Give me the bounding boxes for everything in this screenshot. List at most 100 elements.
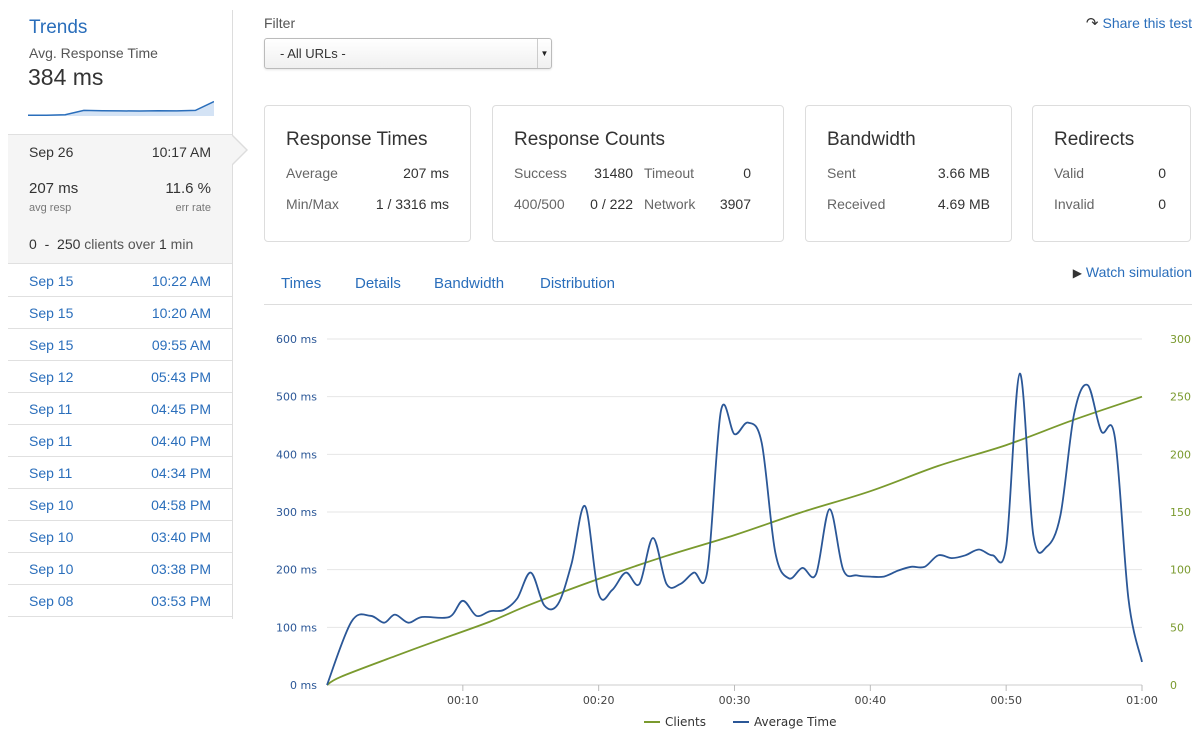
test-run-time: 05:43 PM — [151, 369, 211, 385]
y-right-tick-label: 0 — [1170, 679, 1177, 692]
test-run-item[interactable]: Sep 15 10:20 AM — [8, 297, 232, 329]
test-run-time: 03:40 PM — [151, 529, 211, 545]
y-right-tick-label: 150 — [1170, 506, 1191, 519]
share-test-link[interactable]: ↷ Share this test — [1086, 14, 1192, 32]
legend-label: Clients — [665, 715, 706, 729]
active-run-err-rate: 11.6 % — [165, 180, 211, 197]
clients-duration: 1 — [158, 236, 167, 252]
active-run-avg-resp-label: avg resp — [29, 202, 72, 214]
tab-details[interactable]: Details — [355, 275, 401, 292]
share-icon: ↷ — [1085, 15, 1099, 32]
sparkline-area — [28, 101, 214, 116]
y-right-tick-label: 50 — [1170, 621, 1184, 634]
sparkline-line — [28, 100, 214, 116]
test-run-time: 04:58 PM — [151, 497, 211, 513]
test-run-list: Sep 15 10:22 AM Sep 15 10:20 AM Sep 15 09:55 … — [8, 265, 232, 617]
active-test-run[interactable]: Sep 26 10:17 AM 207 ms avg resp 11.6 % e… — [8, 134, 232, 264]
tab-distribution[interactable]: Distribution — [540, 275, 616, 292]
test-run-date: Sep 08 — [29, 593, 74, 609]
test-run-item[interactable]: Sep 11 04:34 PM — [8, 457, 232, 489]
test-run-date: Sep 10 — [29, 561, 74, 577]
response-sparkline — [28, 100, 214, 116]
y-left-tick-label: 200 ms — [276, 564, 317, 577]
tab-times[interactable]: Times — [281, 275, 322, 292]
test-run-time: 04:40 PM — [151, 433, 211, 449]
test-run-item[interactable]: Sep 10 03:38 PM — [8, 553, 232, 585]
clients-text: clients over — [84, 236, 156, 252]
y-right-tick-label: 300 — [1170, 333, 1191, 346]
test-run-item[interactable]: Sep 12 05:43 PM — [8, 361, 232, 393]
y-left-tick-label: 400 ms — [276, 448, 317, 461]
test-run-item[interactable]: Sep 15 10:22 AM — [8, 265, 232, 297]
average-label: Average — [286, 165, 338, 181]
response-times-title: Response Times — [286, 129, 428, 150]
y-right-tick-label: 200 — [1170, 448, 1191, 461]
minmax-value: 1 / 3316 ms — [375, 196, 449, 212]
url-filter-value: - All URLs - — [280, 46, 346, 61]
trends-title[interactable]: Trends — [29, 17, 88, 38]
sent-value: 3.66 MB — [937, 165, 990, 181]
url-filter-select[interactable]: - All URLs - ▼ — [264, 38, 552, 69]
redirects-card: Redirects Valid 0 Invalid 0 — [1032, 105, 1191, 242]
test-run-date: Sep 10 — [29, 497, 74, 513]
y-left-tick-label: 100 ms — [276, 621, 317, 634]
test-run-date: Sep 15 — [29, 273, 74, 289]
filter-label: Filter — [264, 15, 296, 31]
network-label: Network — [644, 196, 696, 212]
bandwidth-title: Bandwidth — [827, 129, 916, 150]
response-counts-title: Response Counts — [514, 129, 666, 150]
y-right-tick-label: 250 — [1170, 391, 1191, 404]
test-run-time: 03:38 PM — [151, 561, 211, 577]
test-run-time: 03:53 PM — [151, 593, 211, 609]
trends-sidebar: Trends Avg. Response Time 384 ms Sep 26 … — [8, 10, 248, 619]
active-run-err-rate-label: err rate — [175, 202, 211, 214]
http-error-value: 0 / 222 — [590, 196, 633, 212]
test-run-date: Sep 15 — [29, 305, 74, 321]
test-run-item[interactable]: Sep 11 04:40 PM — [8, 425, 232, 457]
http-error-label: 400/500 — [514, 196, 565, 212]
response-counts-card: Response Counts Success 31480 Timeout 0 … — [492, 105, 784, 242]
received-value: 4.69 MB — [937, 196, 990, 212]
received-label: Received — [827, 196, 886, 212]
play-icon: ▶ — [1072, 266, 1082, 280]
y-right-tick-label: 100 — [1170, 564, 1191, 577]
test-run-item[interactable]: Sep 15 09:55 AM — [8, 329, 232, 361]
y-left-tick-label: 600 ms — [276, 333, 317, 346]
x-tick-label: 00:50 — [990, 694, 1022, 707]
test-run-item[interactable]: Sep 10 04:58 PM — [8, 489, 232, 521]
test-run-item[interactable]: Sep 10 03:40 PM — [8, 521, 232, 553]
invalid-label: Invalid — [1054, 196, 1095, 212]
test-run-time: 10:20 AM — [151, 305, 211, 321]
clients-series-line — [326, 395, 1143, 686]
watch-simulation-link[interactable]: ▶ Watch simulation — [1073, 264, 1192, 280]
bandwidth-card: Bandwidth Sent 3.66 MB Received 4.69 MB — [805, 105, 1012, 242]
y-left-tick-label: 300 ms — [276, 506, 317, 519]
test-run-item[interactable]: Sep 08 03:53 PM — [8, 585, 232, 617]
x-tick-label: 00:10 — [447, 694, 479, 707]
test-run-time: 04:34 PM — [151, 465, 211, 481]
avg-response-label: Avg. Response Time — [29, 45, 158, 61]
network-value: 3907 — [719, 196, 751, 212]
average-time-series-line — [326, 372, 1143, 686]
active-run-date: Sep 26 — [29, 144, 74, 160]
timeout-value: 0 — [743, 165, 751, 181]
test-run-date: Sep 15 — [29, 337, 74, 353]
clients-dash: - — [44, 236, 50, 252]
test-run-date: Sep 10 — [29, 529, 74, 545]
invalid-value: 0 — [1158, 196, 1166, 212]
valid-value: 0 — [1158, 165, 1166, 181]
test-run-time: 09:55 AM — [151, 337, 211, 353]
test-run-date: Sep 12 — [29, 369, 74, 385]
chart-tabs: Times Details Bandwidth Distribution — [264, 262, 1192, 305]
sent-label: Sent — [827, 165, 856, 181]
active-run-time: 10:17 AM — [151, 144, 211, 160]
clients-from: 0 — [29, 236, 37, 252]
y-left-tick-label: 0 ms — [290, 679, 317, 692]
valid-label: Valid — [1054, 165, 1085, 181]
test-run-item[interactable]: Sep 11 04:45 PM — [8, 393, 232, 425]
success-value: 31480 — [594, 165, 633, 181]
response-times-card: Response Times Average 207 ms Min/Max 1 … — [264, 105, 471, 242]
x-tick-label: 00:40 — [854, 694, 886, 707]
tab-bandwidth[interactable]: Bandwidth — [434, 275, 505, 292]
redirects-title: Redirects — [1054, 129, 1135, 150]
